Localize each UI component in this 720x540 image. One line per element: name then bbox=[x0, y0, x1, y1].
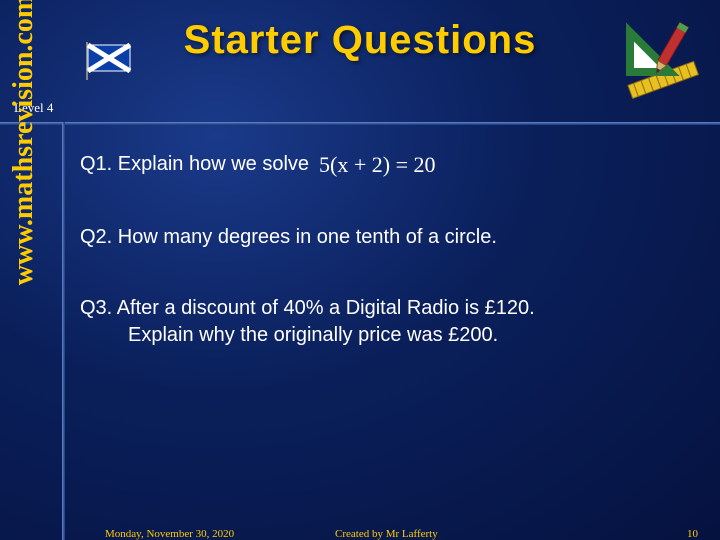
footer-author: Created by Mr Lafferty bbox=[335, 528, 438, 540]
q1-equation: 5(x + 2) = 20 bbox=[319, 150, 435, 180]
horizontal-divider bbox=[0, 122, 720, 125]
footer-date: Monday, November 30, 2020 bbox=[105, 528, 234, 540]
questions-area: Q1. Explain how we solve 5(x + 2) = 20 Q… bbox=[80, 150, 700, 393]
footer-page: 10 bbox=[687, 528, 698, 540]
flag-icon bbox=[85, 42, 137, 85]
q3-line1: Q3. After a discount of 40% a Digital Ra… bbox=[80, 295, 700, 322]
question-2: Q2. How many degrees in one tenth of a c… bbox=[80, 224, 700, 251]
stationery-icon bbox=[612, 18, 702, 113]
question-1: Q1. Explain how we solve 5(x + 2) = 20 bbox=[80, 150, 700, 180]
vertical-divider bbox=[62, 122, 65, 540]
q3-line2: Explain why the originally price was £20… bbox=[80, 322, 700, 349]
q1-text: Q1. Explain how we solve bbox=[80, 151, 309, 178]
sidebar-url: www.mathsrevision.com bbox=[8, 0, 40, 340]
page-title: Starter Questions bbox=[184, 18, 537, 63]
question-3: Q3. After a discount of 40% a Digital Ra… bbox=[80, 295, 700, 349]
